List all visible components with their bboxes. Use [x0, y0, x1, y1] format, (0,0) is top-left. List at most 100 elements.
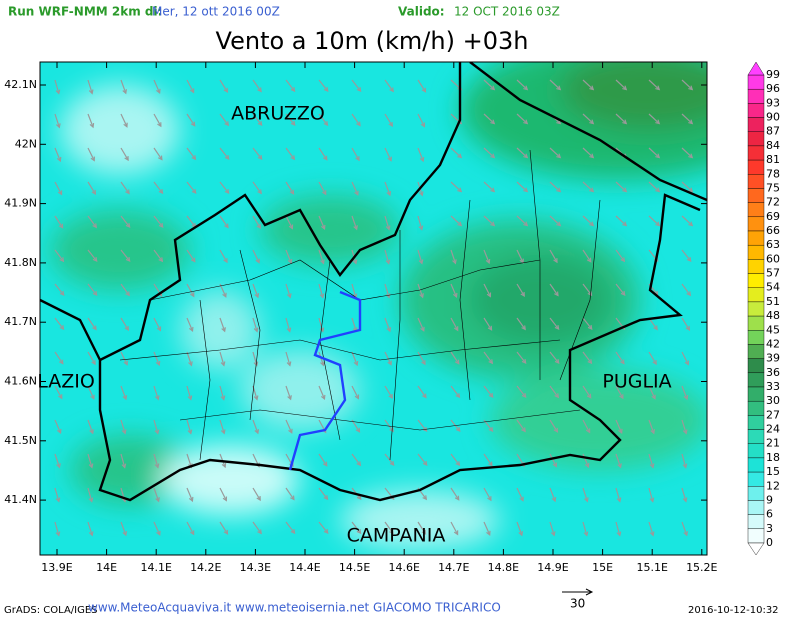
wind-arrow-head	[683, 531, 688, 537]
colorbar-label: 81	[766, 153, 780, 166]
wind-arrow	[384, 351, 392, 365]
wind-arrow-head	[58, 394, 63, 400]
wind-arrow	[516, 419, 526, 432]
wind-arrow-head	[387, 156, 392, 162]
wind-arrow-head	[124, 156, 129, 162]
wind-arrow-head	[518, 531, 524, 537]
colorbar-label: 39	[766, 352, 780, 365]
wind-arrow-head	[220, 395, 226, 401]
colorbar-label: 9	[766, 493, 773, 506]
wind-arrow-head	[123, 122, 128, 128]
lon-label: 14.4E	[289, 561, 320, 574]
wind-arrow-head	[650, 429, 655, 435]
wind-arrow	[219, 283, 227, 297]
colorbar-label: 48	[766, 309, 780, 322]
wind-arrow-head	[257, 189, 262, 195]
colorbar-label: 87	[766, 125, 780, 138]
wind-arrow-head	[290, 120, 296, 126]
wind-arrow	[648, 215, 660, 226]
colorbar-label: 51	[766, 295, 780, 308]
lon-label: 14.7E	[438, 561, 469, 574]
colorbar-label: 96	[766, 82, 780, 95]
wind-arrow	[549, 419, 558, 433]
wind-arrow	[549, 317, 560, 330]
wind-arrow-head	[224, 189, 230, 195]
wind-arrow	[285, 385, 292, 400]
wind-arrow-head	[156, 326, 162, 332]
wind-arrow	[450, 249, 456, 264]
wind-arrow	[153, 351, 160, 366]
wind-arrow	[351, 317, 357, 332]
wind-arrow-head	[155, 497, 160, 503]
wind-arrow	[285, 249, 292, 264]
lat-label: 42N	[15, 137, 37, 150]
colorbar-bin	[747, 131, 765, 147]
wind-arrow	[582, 249, 592, 262]
wind-arrow-head	[319, 327, 325, 333]
wind-arrow-head	[487, 496, 492, 502]
wind-arrow-head	[222, 496, 228, 502]
colorbar-bin	[747, 443, 765, 459]
wind-arrow-head	[59, 257, 65, 263]
wind-arrow-head	[655, 221, 661, 227]
wind-arrow-head	[154, 395, 160, 401]
wind-arrow-head	[488, 461, 493, 467]
wind-arrow-head	[353, 360, 359, 367]
wind-arrow-head	[188, 326, 194, 333]
valid-date: 12 OCT 2016 03Z	[454, 5, 560, 19]
wind-arrow	[582, 317, 593, 330]
wind-arrow-head	[158, 189, 164, 195]
colorbar-label: 93	[766, 96, 780, 109]
wind-arrow	[54, 453, 61, 468]
wind-arrow-head	[290, 155, 296, 161]
wind-arrow-head	[323, 528, 329, 534]
region-label: ABRUZZO	[231, 103, 325, 125]
wind-arrow	[186, 453, 192, 468]
wind-arrow	[219, 147, 230, 160]
lat-label: 42.1N	[4, 78, 37, 91]
wind-arrow-head	[583, 531, 589, 537]
wind-arrow	[186, 317, 194, 332]
wind-arrow-head	[92, 291, 98, 297]
lon-label: 14.6E	[388, 561, 419, 574]
wind-arrow-head	[58, 359, 64, 365]
colorbar-bin	[747, 386, 765, 402]
wind-arrow	[417, 453, 428, 466]
wind-arrow	[285, 79, 296, 92]
wind-arrow-head	[158, 155, 163, 161]
wind-arrow	[450, 283, 458, 298]
wind-arrow-head	[154, 429, 160, 435]
wind-arrow-head	[256, 495, 261, 502]
wind-arrow	[351, 147, 360, 161]
wind-arrow	[615, 385, 624, 399]
wind-arrow-head	[356, 87, 362, 93]
wind-arrow-head	[88, 531, 94, 537]
wind-arrow	[417, 351, 426, 365]
wind-arrow-head	[589, 221, 595, 227]
wind-arrow	[615, 215, 627, 226]
wind-arrow	[219, 385, 225, 400]
colorbar-bin	[747, 259, 765, 274]
wind-arrow	[54, 79, 60, 94]
wind-arrow	[87, 79, 93, 94]
lon-label: 14.8E	[488, 561, 519, 574]
wind-arrow-head	[655, 85, 661, 91]
wind-arrow	[87, 419, 94, 434]
wind-arrow-head	[618, 428, 623, 434]
wind-arrow	[582, 147, 594, 158]
colorbar-label: 3	[766, 522, 773, 535]
plot-frame	[39, 61, 708, 556]
colorbar-label: 45	[766, 323, 780, 336]
wind-arrow-head	[521, 392, 527, 399]
wind-arrow	[54, 351, 64, 364]
wind-arrow-head	[356, 529, 362, 535]
wind-arrow	[54, 487, 60, 502]
wind-arrow-head	[457, 153, 463, 159]
wind-arrow-head	[422, 427, 428, 433]
wind-arrow-head	[92, 256, 98, 262]
lat-label: 41.8N	[4, 256, 37, 269]
colorbar-label: 66	[766, 224, 780, 237]
wind-arrow	[648, 453, 654, 468]
wind-arrow-head	[354, 394, 360, 400]
wind-arrow	[582, 521, 588, 536]
